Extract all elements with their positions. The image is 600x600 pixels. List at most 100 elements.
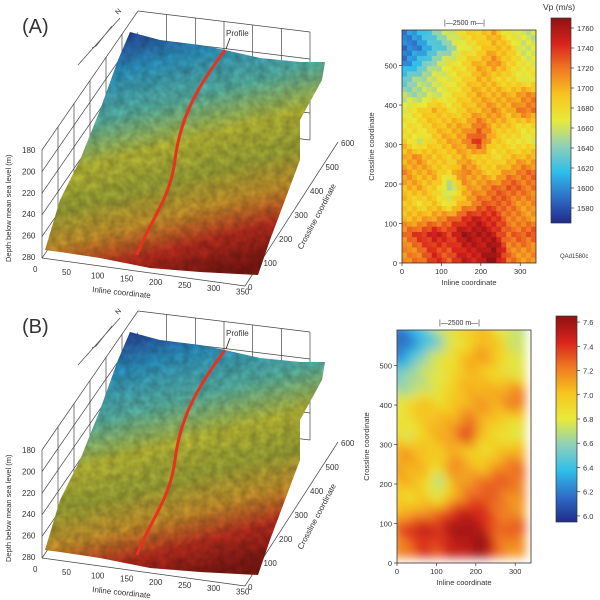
heatmap-cell <box>496 86 502 93</box>
heatmap-cell <box>485 525 491 532</box>
heatmap-cell <box>450 380 457 387</box>
heatmap-cell <box>415 494 422 501</box>
heatmap-cell <box>510 380 516 387</box>
heatmap-cell <box>400 412 407 418</box>
crossline-tick-label: 400 <box>310 187 324 196</box>
heatmap-cell <box>431 226 438 233</box>
heatmap-cell <box>426 247 433 254</box>
heatmap-cell <box>441 190 448 197</box>
heatmap-cell <box>471 138 478 145</box>
heatmap-cell <box>481 242 487 249</box>
heatmap-cell <box>506 237 512 243</box>
heatmap-cell <box>445 463 452 470</box>
heatmap-cell <box>491 138 497 145</box>
heatmap-cell <box>520 489 526 496</box>
heatmap-cell <box>426 231 433 238</box>
heatmap-cell <box>515 365 521 372</box>
heatmap-cell <box>485 494 491 501</box>
heatmap-cell <box>515 453 521 460</box>
heatmap-cell <box>485 380 491 387</box>
heatmap-cell <box>515 520 521 527</box>
heatmap-cell <box>500 412 506 418</box>
heatmap-cell <box>526 211 532 217</box>
heatmap-cell <box>490 453 496 460</box>
heatmap-cell <box>425 515 432 522</box>
heatmap-cell <box>511 112 517 119</box>
heatmap-cell <box>480 448 486 455</box>
heatmap-cell <box>490 360 496 367</box>
heatmap-cell <box>531 50 536 57</box>
heatmap-cell <box>430 551 437 558</box>
heatmap-cell <box>475 453 481 460</box>
heatmap-cell <box>486 133 492 140</box>
heatmap-cell <box>391 490 397 496</box>
heatmap-cell <box>456 45 463 52</box>
heatmap-cell <box>506 30 512 36</box>
heatmap-cell <box>421 71 428 78</box>
inline-axis-label: Inline coordinate <box>92 285 152 300</box>
heatmap-cell <box>405 427 412 434</box>
heatmap-cell <box>421 35 428 41</box>
heatmap-cell <box>485 510 491 517</box>
heatmap-cell <box>405 479 412 486</box>
heatmap-cell <box>416 81 423 88</box>
heatmap-cell <box>436 159 443 166</box>
heatmap-cell <box>460 360 467 367</box>
heatmap-cell <box>496 81 502 88</box>
heatmap-cell <box>505 474 511 480</box>
heatmap-cell <box>480 355 486 361</box>
heatmap-cell <box>521 123 527 129</box>
heatmap-cell <box>420 474 427 480</box>
crossline-tick-label: 200 <box>279 535 293 544</box>
heatmap-cell <box>470 437 476 444</box>
heatmap-cell <box>480 437 486 444</box>
heatmap-cell <box>486 237 492 243</box>
heatmap-cell <box>501 81 507 88</box>
heatmap-cell <box>402 133 408 140</box>
heatmap-cell <box>485 370 491 377</box>
x-tick-label: 300 <box>509 567 522 576</box>
heatmap-cell <box>461 206 468 212</box>
heatmap-cell <box>505 484 511 491</box>
heatmap-cell <box>435 427 442 434</box>
heatmap-cell <box>450 355 457 361</box>
heatmap-cell <box>451 185 458 192</box>
heatmap-cell <box>446 216 453 223</box>
heatmap-cell <box>516 138 522 145</box>
heatmap-cell <box>501 112 507 119</box>
heatmap-cell <box>476 123 483 129</box>
heatmap-cell <box>526 40 532 47</box>
heatmap-cell <box>391 464 397 470</box>
heatmap-cell <box>431 45 438 52</box>
heatmap-cell <box>521 112 527 119</box>
heatmap-cell <box>531 159 536 166</box>
heatmap-cell <box>515 437 521 444</box>
heatmap-cell <box>521 118 527 124</box>
heatmap-cell <box>481 123 487 129</box>
heatmap-cell <box>486 206 492 212</box>
heatmap-cell <box>500 468 506 475</box>
heatmap-cell <box>526 200 532 207</box>
heatmap-cell <box>501 247 507 254</box>
heatmap-cell <box>397 417 402 423</box>
heatmap-cell <box>480 536 486 543</box>
heatmap-cell <box>455 458 462 465</box>
heatmap-cell <box>416 143 423 150</box>
heatmap-cell <box>441 71 448 78</box>
heatmap-cell <box>430 468 437 475</box>
heatmap-cell <box>420 453 427 460</box>
heatmap-cell <box>456 154 463 161</box>
heatmap-cell <box>511 252 517 259</box>
heatmap-cell <box>410 525 417 532</box>
heatmap-cell <box>405 453 412 460</box>
heatmap-cell <box>505 360 511 367</box>
heatmap-cell <box>421 154 428 161</box>
heatmap-cell <box>470 525 476 532</box>
heatmap-cell <box>490 365 496 372</box>
heatmap-cell <box>416 190 423 197</box>
heatmap-cell <box>470 396 476 403</box>
heatmap-cell <box>397 360 402 367</box>
heatmap-cell <box>440 541 447 548</box>
heatmap-cell <box>431 242 438 249</box>
heatmap-cell <box>470 334 476 341</box>
